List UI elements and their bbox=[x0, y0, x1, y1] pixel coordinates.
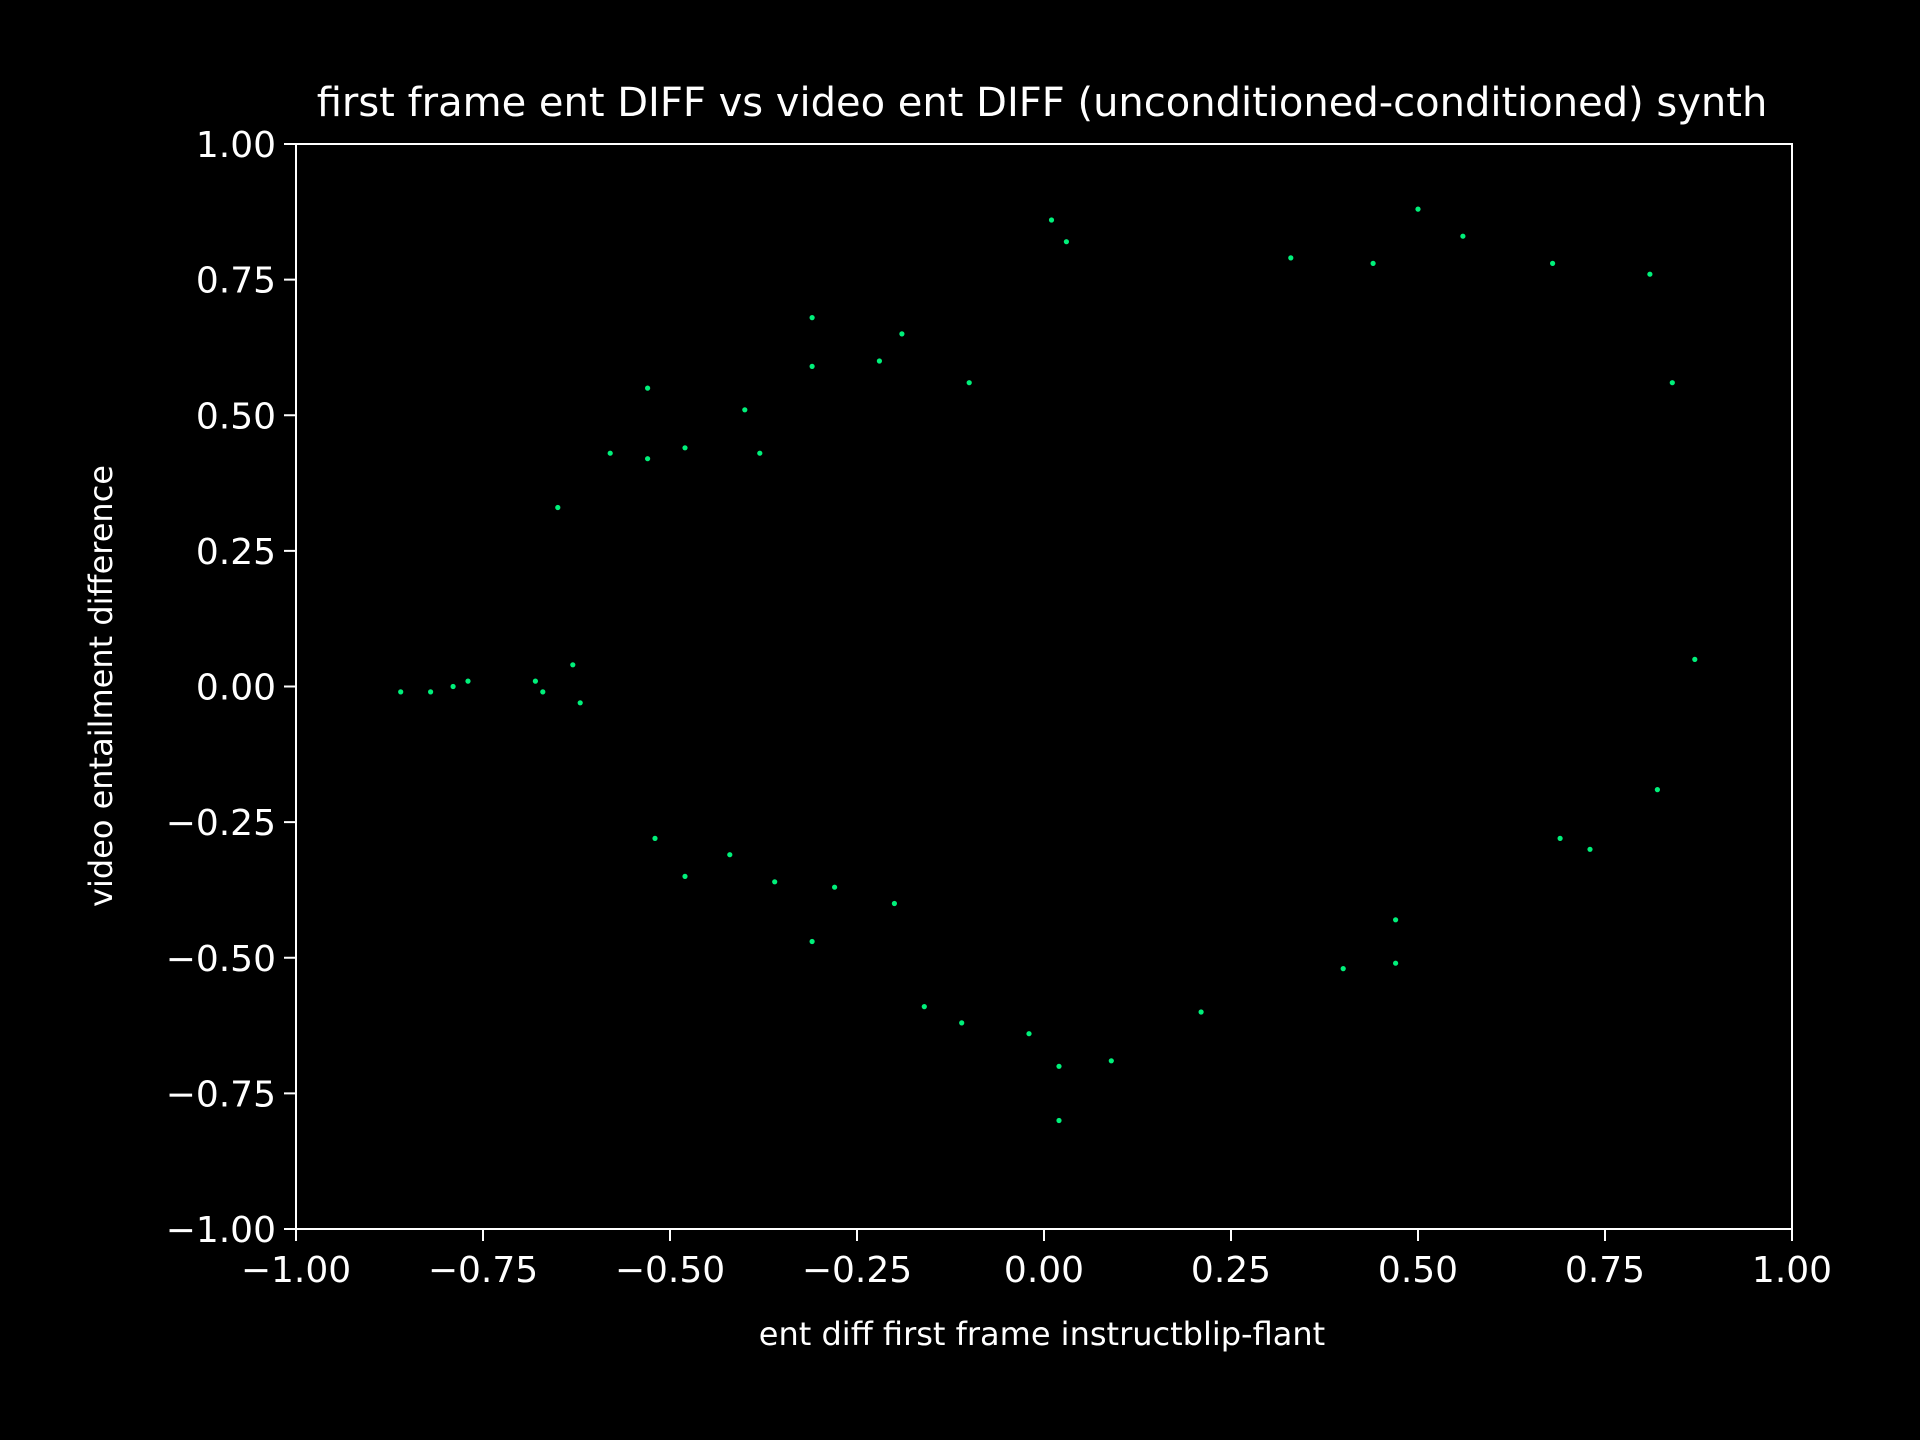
data-point bbox=[652, 835, 658, 842]
y-axis-ticks: −1.00 −0.75 −0.50 −0.25 0.00 0.25 0.50 0.75 1.00 bbox=[166, 125, 296, 1251]
data-point bbox=[876, 358, 883, 364]
y-tick-label: 0.50 bbox=[196, 396, 276, 437]
data-point bbox=[1393, 960, 1399, 966]
data-point bbox=[899, 331, 905, 337]
x-tick-label: −0.75 bbox=[428, 1250, 538, 1291]
data-point bbox=[742, 407, 748, 413]
data-point bbox=[1654, 787, 1660, 793]
x-axis-label: ent diff first frame instructblip-flant bbox=[759, 1315, 1325, 1353]
data-point bbox=[1198, 1009, 1204, 1015]
data-point bbox=[1647, 271, 1653, 277]
data-point bbox=[682, 445, 688, 451]
data-point bbox=[1288, 255, 1294, 261]
data-point bbox=[1026, 1031, 1032, 1037]
data-point bbox=[1460, 233, 1466, 239]
data-point bbox=[682, 873, 688, 880]
data-points bbox=[398, 206, 1698, 1124]
data-point bbox=[1048, 217, 1055, 223]
data-point bbox=[832, 884, 838, 890]
y-tick-label: 1.00 bbox=[196, 125, 276, 166]
data-point bbox=[1063, 239, 1069, 245]
data-point bbox=[1056, 1063, 1062, 1069]
data-point bbox=[921, 1004, 927, 1010]
data-point bbox=[570, 662, 576, 668]
data-point bbox=[772, 879, 778, 885]
y-tick-label: −0.50 bbox=[166, 939, 276, 980]
data-point bbox=[891, 900, 898, 907]
data-point bbox=[1557, 835, 1563, 842]
data-point bbox=[577, 700, 583, 706]
y-tick-label: 0.00 bbox=[196, 668, 276, 709]
x-tick-label: 0.25 bbox=[1191, 1250, 1271, 1291]
data-point bbox=[450, 683, 456, 690]
y-tick-label: −0.75 bbox=[166, 1074, 276, 1115]
data-point bbox=[1340, 966, 1346, 972]
data-point bbox=[398, 689, 404, 695]
y-tick-label: 0.25 bbox=[196, 532, 276, 573]
data-point bbox=[465, 678, 471, 684]
data-point bbox=[727, 852, 733, 858]
x-tick-label: 0.75 bbox=[1565, 1250, 1645, 1291]
y-tick-label: −1.00 bbox=[166, 1210, 276, 1251]
x-tick-label: −1.00 bbox=[241, 1250, 351, 1291]
y-tick-label: −0.25 bbox=[166, 803, 276, 844]
data-point bbox=[809, 363, 815, 369]
data-point bbox=[959, 1020, 965, 1026]
data-point bbox=[1550, 260, 1556, 266]
x-tick-label: 0.00 bbox=[1004, 1250, 1084, 1291]
data-point bbox=[809, 938, 815, 945]
data-point bbox=[1692, 656, 1698, 663]
data-point bbox=[540, 689, 546, 695]
data-point bbox=[1669, 380, 1675, 386]
data-point bbox=[966, 380, 972, 386]
x-tick-label: −0.25 bbox=[802, 1250, 912, 1291]
y-axis-label: video entailment difference bbox=[82, 465, 120, 907]
data-point bbox=[1587, 846, 1593, 852]
data-point bbox=[532, 678, 539, 684]
data-point bbox=[428, 689, 434, 695]
data-point bbox=[1108, 1058, 1114, 1064]
data-point bbox=[607, 450, 613, 456]
data-point bbox=[1056, 1117, 1062, 1124]
chart-title: first frame ent DIFF vs video ent DIFF (… bbox=[317, 80, 1768, 126]
data-point bbox=[809, 315, 815, 321]
data-point bbox=[555, 504, 561, 511]
data-point bbox=[645, 385, 651, 391]
plot-frame bbox=[295, 143, 1793, 1230]
data-point bbox=[757, 450, 763, 456]
data-point bbox=[1415, 206, 1421, 212]
x-tick-label: 0.50 bbox=[1378, 1250, 1458, 1291]
data-point bbox=[1370, 260, 1376, 266]
x-tick-label: −0.50 bbox=[615, 1250, 725, 1291]
y-tick-label: 0.75 bbox=[196, 261, 276, 302]
x-tick-label: 1.00 bbox=[1752, 1250, 1832, 1291]
x-axis-ticks: −1.00 −0.75 −0.50 −0.25 0.00 0.25 0.50 0.75 1.00 bbox=[241, 1229, 1832, 1291]
data-point bbox=[1393, 917, 1399, 923]
data-point bbox=[645, 456, 651, 462]
